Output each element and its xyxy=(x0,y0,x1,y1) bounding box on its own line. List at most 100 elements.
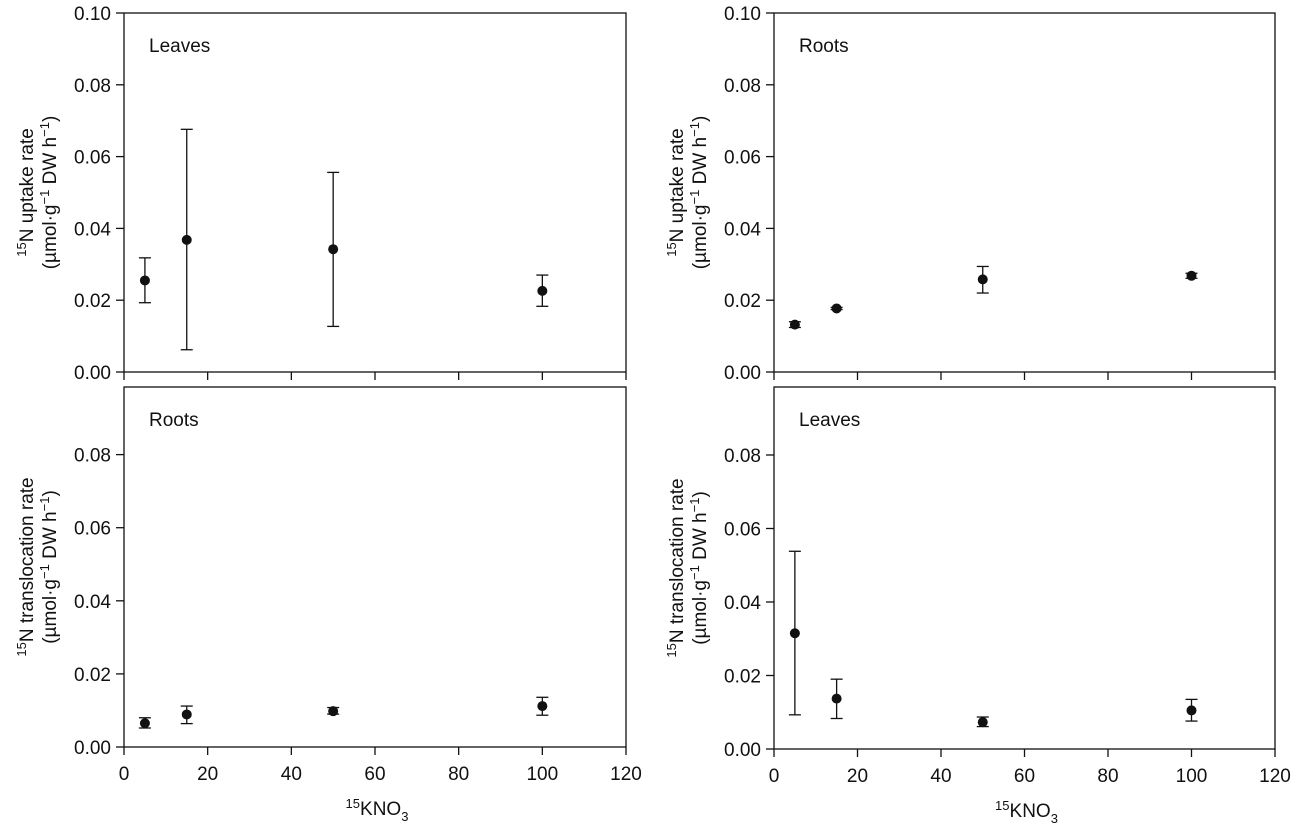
x-tick-label: 0 xyxy=(119,764,130,785)
x-axis-title-sub: 3 xyxy=(1051,811,1058,826)
units-exp: −1 xyxy=(687,190,702,205)
y-axis-title: 15N uptake rate xyxy=(14,128,38,257)
units-part: (µmol·g xyxy=(690,580,711,645)
y-tick-label: 0.00 xyxy=(724,363,761,384)
data-point xyxy=(1186,270,1197,281)
data-point xyxy=(831,693,842,704)
data-point xyxy=(181,234,192,245)
y-axis-title-sup: 15 xyxy=(14,642,29,656)
units-part: (µmol·g xyxy=(40,579,61,644)
y-tick-label: 0.08 xyxy=(724,446,761,467)
y-axis-title-main: N uptake rate xyxy=(667,128,688,242)
x-tick-label: 60 xyxy=(364,764,385,785)
y-tick-label: 0.00 xyxy=(724,740,761,761)
y-tick-label: 0.08 xyxy=(724,76,761,97)
units-part: DW h xyxy=(40,511,61,564)
y-axis-units: (µmol·g−1 DW h−1) xyxy=(37,116,61,270)
y-axis-title: 15N uptake rate xyxy=(664,128,688,257)
x-tick-label: 20 xyxy=(197,764,218,785)
data-point xyxy=(537,285,548,296)
x-tick-label: 40 xyxy=(281,764,302,785)
data-point xyxy=(139,718,150,729)
units-part: DW h xyxy=(690,137,711,190)
panel-bottom-right: 0.00 0.02 0.04 0.06 0.08 0 20 40 60 80 100 120 Leave… xyxy=(664,386,1291,826)
units-part: (µmol·g xyxy=(40,204,61,269)
x-axis-title-sup: 15 xyxy=(995,798,1009,813)
y-tick-label: 0.02 xyxy=(724,666,761,687)
y-axis-units: (µmol·g−1 DW h−1) xyxy=(37,490,61,644)
panel-label: Roots xyxy=(799,36,849,57)
units-exp: −1 xyxy=(37,497,52,512)
x-axis-title: 15KNO3 xyxy=(346,796,409,824)
y-tick-label: 0.00 xyxy=(74,738,111,759)
units-exp: −1 xyxy=(37,122,52,137)
units-part: ) xyxy=(690,491,711,497)
x-axis-title-sup: 15 xyxy=(346,796,360,811)
units-part: ) xyxy=(690,116,711,122)
data-point xyxy=(181,709,192,720)
y-tick-label: 0.06 xyxy=(724,519,761,540)
y-tick-label: 0.02 xyxy=(74,291,111,312)
plot-frame xyxy=(123,12,627,373)
y-tick-label: 0.10 xyxy=(724,4,761,25)
panel-bottom-left: 0.00 0.02 0.04 0.06 0.08 0 20 40 60 80 100 120 Roots… xyxy=(14,386,642,824)
data-point xyxy=(831,303,842,314)
x-axis-title-main: KNO xyxy=(1010,801,1051,822)
data-point xyxy=(139,275,150,286)
y-tick-label: 0.00 xyxy=(74,363,111,384)
x-tick-label: 60 xyxy=(1014,766,1035,787)
x-axis-title-sub: 3 xyxy=(401,809,408,824)
y-axis-title-sup: 15 xyxy=(664,242,679,256)
units-part: ) xyxy=(40,490,61,496)
panel-label: Leaves xyxy=(799,410,860,431)
data-point xyxy=(537,701,548,712)
y-axis-title-sup: 15 xyxy=(14,242,29,256)
panel-label: Roots xyxy=(149,410,199,431)
y-axis-title: 15N translocation rate xyxy=(664,478,688,657)
panel-label: Leaves xyxy=(149,36,210,57)
y-axis-units: (µmol·g−1 DW h−1) xyxy=(687,491,711,645)
y-tick-label: 0.04 xyxy=(74,219,111,240)
data-point xyxy=(977,274,988,285)
data-point xyxy=(977,717,988,728)
y-axis-title-main: N translocation rate xyxy=(667,478,688,643)
y-axis-title-main: N uptake rate xyxy=(17,128,38,242)
x-tick-label: 120 xyxy=(610,764,642,785)
units-exp: −1 xyxy=(687,565,702,580)
units-part: ) xyxy=(40,116,61,122)
y-tick-label: 0.04 xyxy=(724,219,761,240)
y-tick-label: 0.10 xyxy=(74,4,111,25)
data-point xyxy=(789,319,800,330)
data-point xyxy=(789,628,800,639)
units-part: (µmol·g xyxy=(690,204,711,269)
panel-top-left: 0.00 0.02 0.04 0.06 0.08 0.10 Leaves 15N uptake… xyxy=(14,4,627,384)
units-part: DW h xyxy=(40,137,61,190)
y-tick-label: 0.04 xyxy=(724,593,761,614)
y-tick-label: 0.08 xyxy=(74,76,111,97)
y-axis-title-sup: 15 xyxy=(664,643,679,657)
units-exp: −1 xyxy=(687,498,702,513)
y-axis-units: (µmol·g−1 DW h−1) xyxy=(687,116,711,270)
y-tick-label: 0.06 xyxy=(74,519,111,540)
x-tick-label: 80 xyxy=(448,764,469,785)
x-tick-label: 20 xyxy=(847,766,868,787)
x-axis-title-main: KNO xyxy=(360,799,401,820)
plot-frame xyxy=(773,12,1276,373)
x-tick-label: 120 xyxy=(1259,766,1291,787)
panel-top-right: 0.00 0.02 0.04 0.06 0.08 0.10 Roots 15N uptake … xyxy=(664,4,1276,384)
x-tick-label: 80 xyxy=(1097,766,1118,787)
x-tick-label: 0 xyxy=(769,766,780,787)
y-tick-label: 0.08 xyxy=(74,446,111,467)
y-tick-label: 0.02 xyxy=(74,665,111,686)
x-tick-label: 40 xyxy=(930,766,951,787)
data-point xyxy=(328,244,339,255)
x-axis-title: 15KNO3 xyxy=(995,798,1058,826)
plot-frame xyxy=(123,386,627,748)
y-tick-label: 0.02 xyxy=(724,291,761,312)
y-axis-title-main: N translocation rate xyxy=(17,477,38,642)
units-exp: −1 xyxy=(37,564,52,579)
plot-frame xyxy=(773,386,1276,750)
units-part: DW h xyxy=(690,512,711,565)
y-tick-label: 0.04 xyxy=(74,592,111,613)
